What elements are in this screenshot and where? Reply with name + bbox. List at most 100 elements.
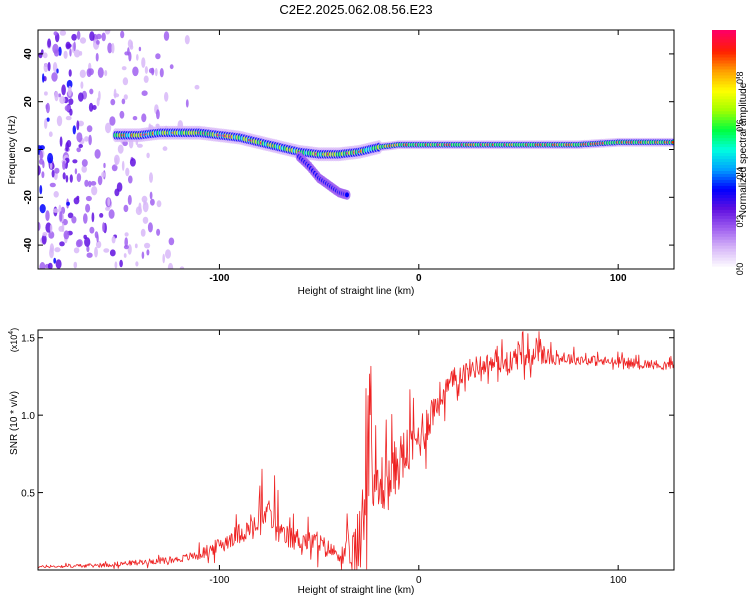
noise-blob bbox=[71, 216, 77, 224]
noise-blob bbox=[79, 51, 83, 56]
noise-blob bbox=[42, 160, 45, 169]
noise-blob bbox=[138, 46, 142, 52]
noise-blob bbox=[62, 160, 66, 170]
colorbar-step bbox=[712, 113, 736, 118]
noise-blob bbox=[39, 262, 46, 269]
noise-blob bbox=[53, 191, 59, 198]
colorbar-step bbox=[712, 203, 736, 207]
noise-blob bbox=[44, 91, 48, 96]
noise-blob bbox=[39, 204, 46, 214]
noise-blob bbox=[75, 239, 82, 248]
noise-blob bbox=[88, 180, 92, 188]
noise-blob bbox=[96, 234, 99, 243]
noise-blob bbox=[68, 69, 72, 77]
noise-blob bbox=[159, 68, 164, 78]
colorbar-step bbox=[712, 68, 736, 73]
noise-blob bbox=[42, 73, 45, 83]
noise-blob bbox=[185, 99, 189, 108]
colorbar-step bbox=[712, 104, 736, 109]
snr-multiplier-close: ) bbox=[9, 328, 19, 331]
noise-blob bbox=[76, 120, 80, 131]
noise-blob bbox=[59, 136, 63, 147]
spec-y-tick-label: 40 bbox=[23, 48, 34, 60]
noise-blob bbox=[151, 67, 155, 76]
noise-blob bbox=[52, 61, 58, 73]
noise-blob bbox=[73, 49, 81, 58]
noise-blob bbox=[124, 232, 129, 237]
noise-blob bbox=[39, 150, 43, 161]
colorbar-step bbox=[712, 194, 736, 198]
spec-x-tick-label: 100 bbox=[610, 273, 627, 284]
colorbar-step bbox=[712, 62, 736, 67]
noise-blob bbox=[73, 197, 80, 205]
noise-blob bbox=[56, 68, 59, 74]
noise-blob bbox=[85, 203, 91, 213]
colorbar-axes: 0.0 0.2 0.4 0.6 0.8 bbox=[735, 72, 745, 276]
noise-blob bbox=[54, 91, 59, 102]
colorbar-step bbox=[712, 245, 736, 249]
noise-blob bbox=[111, 236, 116, 244]
noise-blob bbox=[47, 38, 51, 48]
noise-blob bbox=[91, 186, 98, 196]
snr-x-tick-label: 0 bbox=[416, 575, 422, 586]
noise-blob bbox=[68, 98, 74, 105]
noise-blob bbox=[63, 230, 70, 240]
noise-blob bbox=[121, 160, 125, 171]
colorbar-tick-label: 0.6 bbox=[735, 119, 745, 132]
colorbar-step bbox=[712, 146, 736, 151]
noise-blob bbox=[61, 84, 66, 96]
noise-blob bbox=[109, 249, 116, 257]
noise-blob bbox=[66, 201, 70, 206]
colorbar-step bbox=[712, 140, 736, 145]
noise-blob bbox=[81, 159, 88, 167]
noise-blob bbox=[102, 222, 106, 233]
noise-blob bbox=[76, 147, 81, 153]
noise-blob bbox=[141, 251, 145, 259]
noise-blob bbox=[123, 204, 129, 213]
noise-blob bbox=[123, 253, 127, 258]
colorbar-step bbox=[712, 224, 736, 228]
noise-blob bbox=[88, 102, 94, 112]
noise-blob bbox=[38, 222, 41, 231]
noise-blob bbox=[103, 162, 106, 169]
noise-blob bbox=[78, 92, 84, 102]
noise-blob bbox=[97, 175, 103, 186]
noise-blob bbox=[125, 167, 130, 177]
noise-blob bbox=[63, 50, 68, 59]
noise-blob bbox=[91, 212, 95, 223]
noise-blob bbox=[119, 110, 125, 119]
noise-blob bbox=[96, 40, 100, 45]
spectrogram-y-label: Frequency (Hz) bbox=[7, 116, 18, 185]
noise-blob bbox=[94, 246, 98, 258]
snr-frame bbox=[37, 329, 675, 571]
noise-blob bbox=[58, 93, 62, 98]
noise-blob bbox=[103, 248, 110, 253]
colorbar-step bbox=[712, 92, 736, 97]
colorbar-step bbox=[712, 32, 736, 37]
snr-axes: -100 0 100 0.5 1.0 1.5 bbox=[21, 330, 674, 586]
noise-blob bbox=[138, 202, 142, 212]
noise-blob bbox=[49, 247, 54, 259]
colorbar-step bbox=[712, 152, 736, 157]
colorbar-step bbox=[712, 80, 736, 85]
noise-blob bbox=[51, 169, 55, 178]
noise-blob bbox=[81, 165, 87, 173]
noise-blob bbox=[124, 51, 130, 56]
snr-series-line bbox=[38, 331, 674, 570]
noise-blob bbox=[110, 98, 116, 106]
colorbar-step bbox=[712, 143, 736, 148]
noise-blob bbox=[64, 105, 72, 112]
noise-blob bbox=[79, 37, 87, 44]
colorbar-step bbox=[712, 230, 736, 234]
colorbar-step bbox=[712, 221, 736, 225]
colorbar-step bbox=[712, 161, 736, 166]
noise-blob bbox=[150, 198, 155, 206]
colorbar-tick-label: 0.2 bbox=[735, 215, 745, 228]
colorbar-step bbox=[712, 242, 736, 246]
noise-blob bbox=[116, 182, 123, 192]
colorbar-step bbox=[712, 137, 736, 142]
colorbar-label: Normalized spectral amplitude bbox=[738, 82, 749, 217]
noise-blob bbox=[73, 41, 76, 52]
noise-blob bbox=[86, 68, 92, 77]
noise-blob bbox=[54, 247, 61, 253]
